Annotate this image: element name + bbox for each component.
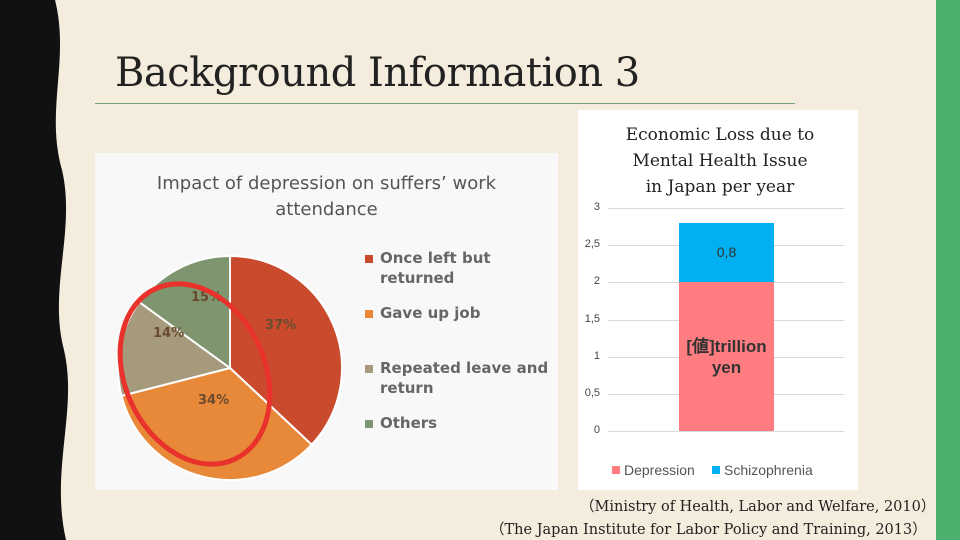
bar-title-line2: Mental Health Issue [632, 151, 808, 171]
bar-legend-depression: Depression [612, 462, 695, 478]
y-tick-label: 3 [593, 201, 600, 213]
bar-title-line3: in Japan per year [645, 177, 795, 197]
bar-segment-schizophrenia [679, 222, 774, 283]
y-tick-label: 0 [593, 424, 600, 436]
bar-chart-title: Economic Loss due to Mental Health Issue… [590, 122, 850, 200]
bar-title-line1: Economic Loss due to [625, 125, 815, 145]
pie-legend-once-left: Once left but returned [365, 248, 491, 288]
bar-segment-label-depression: [値]trillion yen [686, 336, 767, 377]
gridline [608, 431, 844, 432]
gridline [608, 208, 844, 209]
legend-label: returned [380, 269, 455, 287]
right-accent-strip [936, 0, 960, 540]
legend-swatch [612, 466, 620, 474]
slide-title: Background Information 3 [115, 50, 640, 96]
pie-legend-repeated: Repeated leave and return [365, 358, 548, 398]
pie-percent-label: 34% [198, 393, 230, 408]
red-ellipse-highlight [117, 281, 273, 467]
legend-label: Once left but [380, 249, 491, 267]
legend-label: return [380, 379, 434, 397]
pie-percent-label: 37% [265, 318, 297, 333]
title-underline [95, 103, 795, 104]
pie-percent-label: 14% [153, 326, 185, 341]
y-tick-label: 2 [593, 275, 600, 288]
bar-legend-schizophrenia: Schizophrenia [712, 462, 813, 478]
legend-label: Depression [624, 462, 695, 478]
legend-label: Repeated leave and [380, 359, 549, 377]
pie-legend-others: Others [365, 413, 437, 433]
legend-label: Gave up job [380, 304, 481, 322]
pie-title-line2: attendance [275, 199, 378, 220]
y-tick-label: 1 [593, 349, 600, 362]
pie-chart-title: Impact of depression on suffers’ work at… [95, 171, 558, 223]
pie-slice [229, 254, 343, 447]
legend-swatch [365, 365, 373, 373]
y-tick-label: 0,5 [584, 386, 600, 399]
y-tick-label: 1,5 [584, 312, 600, 325]
left-decorative-strip [0, 0, 69, 540]
pie-legend-gave-up: Gave up job [365, 303, 480, 323]
legend-label: Schizophrenia [724, 462, 813, 478]
legend-swatch [365, 420, 373, 428]
legend-swatch [712, 466, 720, 474]
legend-swatch [365, 255, 373, 263]
legend-swatch [365, 310, 373, 318]
bar-segment-label-schizophrenia: 0,8 [716, 243, 737, 260]
pie-title-line1: Impact of depression on suffers’ work [156, 173, 497, 194]
legend-label: Others [380, 414, 438, 432]
bar-segment-depression [679, 282, 774, 431]
source-citation-2: （The Japan Institute for Labor Policy an… [490, 522, 927, 538]
source-citation-1: （Ministry of Health, Labor and Welfare, … [580, 499, 936, 515]
y-tick-label: 2,5 [584, 238, 600, 251]
